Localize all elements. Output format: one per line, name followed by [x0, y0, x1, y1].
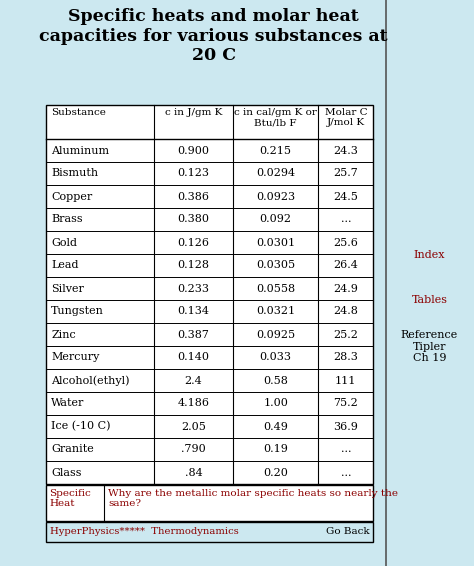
Text: 75.2: 75.2 — [333, 398, 358, 409]
Text: 25.7: 25.7 — [333, 169, 358, 178]
Text: 28.3: 28.3 — [333, 353, 358, 362]
Text: 0.0923: 0.0923 — [256, 191, 295, 201]
Text: ...: ... — [340, 468, 351, 478]
Text: 0.20: 0.20 — [263, 468, 288, 478]
Text: Specific
Heat: Specific Heat — [49, 489, 91, 508]
Text: 0.380: 0.380 — [177, 215, 210, 225]
Text: Bismuth: Bismuth — [51, 169, 99, 178]
Text: 0.233: 0.233 — [177, 284, 210, 294]
Text: 2.4: 2.4 — [184, 375, 202, 385]
Text: c in J/gm K: c in J/gm K — [165, 108, 222, 117]
Bar — [46, 485, 374, 521]
Text: 25.2: 25.2 — [333, 329, 358, 340]
Text: 0.0925: 0.0925 — [256, 329, 295, 340]
Text: Why are the metallic molar specific heats so nearly the
same?: Why are the metallic molar specific heat… — [109, 489, 398, 508]
Text: Substance: Substance — [51, 108, 106, 117]
Text: Gold: Gold — [51, 238, 77, 247]
Text: 2.05: 2.05 — [181, 422, 206, 431]
Text: 24.9: 24.9 — [333, 284, 358, 294]
Text: Molar C
J/mol K: Molar C J/mol K — [325, 108, 367, 127]
Text: Mercury: Mercury — [51, 353, 100, 362]
Text: Go Back: Go Back — [326, 528, 370, 537]
Text: Ice (-10 C): Ice (-10 C) — [51, 421, 111, 432]
Text: 0.0305: 0.0305 — [256, 260, 295, 271]
Text: 0.386: 0.386 — [177, 191, 210, 201]
Text: 0.0301: 0.0301 — [256, 238, 295, 247]
Text: 1.00: 1.00 — [263, 398, 288, 409]
Text: 0.49: 0.49 — [263, 422, 288, 431]
Text: ...: ... — [340, 215, 351, 225]
Text: HyperPhysics*****  Thermodynamics: HyperPhysics***** Thermodynamics — [50, 528, 239, 537]
Text: Index: Index — [414, 250, 445, 260]
Text: 0.123: 0.123 — [177, 169, 210, 178]
Text: 0.128: 0.128 — [177, 260, 210, 271]
Text: 0.58: 0.58 — [263, 375, 288, 385]
Text: Lead: Lead — [51, 260, 79, 271]
Text: Silver: Silver — [51, 284, 84, 294]
Text: 36.9: 36.9 — [333, 422, 358, 431]
Text: Reference
Tipler
Ch 19: Reference Tipler Ch 19 — [401, 330, 458, 363]
Text: 0.092: 0.092 — [260, 215, 292, 225]
Text: 0.19: 0.19 — [263, 444, 288, 454]
Text: Copper: Copper — [51, 191, 92, 201]
Text: 0.900: 0.900 — [177, 145, 210, 156]
Text: 0.134: 0.134 — [177, 307, 210, 316]
Text: Aluminum: Aluminum — [51, 145, 109, 156]
Text: 24.8: 24.8 — [333, 307, 358, 316]
Text: 0.0294: 0.0294 — [256, 169, 295, 178]
Text: Specific heats and molar heat
capacities for various substances at
20 C: Specific heats and molar heat capacities… — [39, 8, 388, 64]
Text: 25.6: 25.6 — [333, 238, 358, 247]
Bar — [46, 105, 374, 484]
Text: Water: Water — [51, 398, 84, 409]
Text: 111: 111 — [335, 375, 356, 385]
Text: Zinc: Zinc — [51, 329, 76, 340]
Text: 0.387: 0.387 — [177, 329, 210, 340]
Text: ...: ... — [340, 444, 351, 454]
Text: 0.215: 0.215 — [260, 145, 292, 156]
Text: c in cal/gm K or
Btu/lb F: c in cal/gm K or Btu/lb F — [234, 108, 317, 127]
Text: 0.0321: 0.0321 — [256, 307, 295, 316]
Text: Tables: Tables — [411, 295, 447, 305]
Text: Brass: Brass — [51, 215, 83, 225]
Bar — [46, 522, 374, 542]
Text: Granite: Granite — [51, 444, 94, 454]
Text: .790: .790 — [181, 444, 206, 454]
Text: 24.5: 24.5 — [333, 191, 358, 201]
Text: 0.126: 0.126 — [177, 238, 210, 247]
Text: 24.3: 24.3 — [333, 145, 358, 156]
Text: 0.0558: 0.0558 — [256, 284, 295, 294]
Text: Tungsten: Tungsten — [51, 307, 104, 316]
Text: 0.140: 0.140 — [177, 353, 210, 362]
Text: Glass: Glass — [51, 468, 82, 478]
Text: 0.033: 0.033 — [260, 353, 292, 362]
Text: Alcohol(ethyl): Alcohol(ethyl) — [51, 375, 130, 386]
Text: 4.186: 4.186 — [177, 398, 210, 409]
Text: 26.4: 26.4 — [333, 260, 358, 271]
Text: .84: .84 — [184, 468, 202, 478]
